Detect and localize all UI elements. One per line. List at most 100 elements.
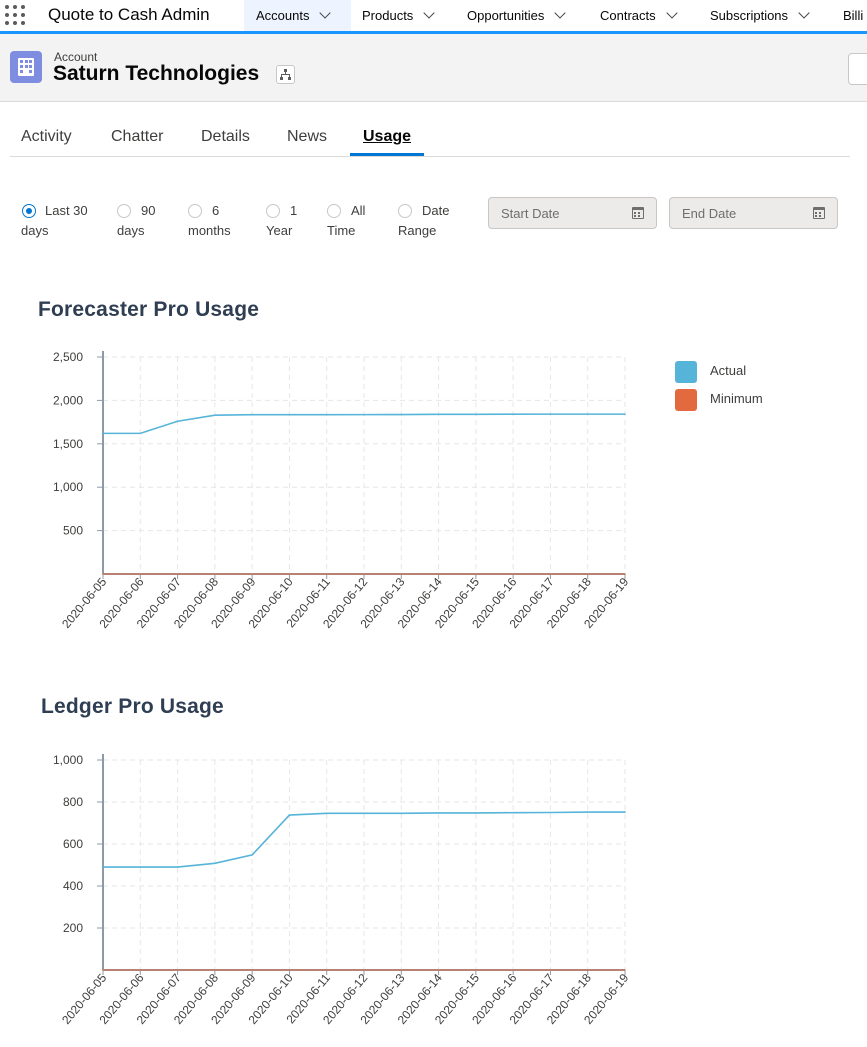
legend-label-actual: Actual <box>710 363 747 378</box>
data-point-actual <box>325 413 328 416</box>
legend-swatch-minimum <box>675 389 697 411</box>
nav-item-billing[interactable]: Billi <box>843 0 863 31</box>
radio-button[interactable] <box>22 204 36 218</box>
legend-label-minimum: Minimum <box>710 391 763 406</box>
data-point-actual <box>549 413 552 415</box>
tab-usage[interactable]: Usage <box>363 128 412 145</box>
radio-label: Date <box>422 203 450 218</box>
radio-90-days[interactable]: 90 days <box>117 201 172 243</box>
tab-details[interactable]: Details <box>201 128 250 145</box>
radio-button[interactable] <box>117 204 131 218</box>
nav-item-accounts[interactable]: Accounts <box>244 0 351 31</box>
data-point-actual <box>251 854 253 856</box>
data-point-actual <box>214 414 216 416</box>
end-date-placeholder: End Date <box>682 206 737 221</box>
y-tick-label: 200 <box>63 921 83 935</box>
y-tick-label: 1,500 <box>53 437 83 451</box>
ledger-pro-usage-chart: 1,0008006004002002020-06-052020-06-06202… <box>53 753 632 1027</box>
radio-label: days <box>117 223 145 238</box>
nav-item-label: Accounts <box>256 8 310 23</box>
account-icon <box>10 51 42 83</box>
radio-date-range[interactable]: Date Range <box>398 201 454 243</box>
nav-item-subscriptions[interactable]: Subscriptions <box>710 0 810 31</box>
end-date-input[interactable]: End Date <box>669 197 838 229</box>
radio-1-year[interactable]: 1 Year <box>266 201 311 243</box>
calendar-icon[interactable] <box>813 207 825 219</box>
radio-label: 90 <box>141 203 156 218</box>
data-point-actual <box>437 812 440 814</box>
data-point-actual <box>475 812 477 814</box>
radio-last-30-days[interactable]: Last 30 days <box>21 201 101 243</box>
data-point-actual <box>363 812 365 815</box>
nav-item-contracts[interactable]: Contracts <box>600 0 678 31</box>
data-point-actual <box>176 866 179 868</box>
chevron-down-icon[interactable] <box>665 7 678 19</box>
calendar-icon[interactable] <box>632 207 644 219</box>
radio-label: Last 30 <box>45 203 88 218</box>
data-point-actual <box>251 413 253 416</box>
app-name: Quote to Cash Admin <box>48 5 210 24</box>
data-point-actual <box>288 413 291 416</box>
radio-6-months[interactable]: 6 months <box>188 201 248 243</box>
y-tick-label: 1,000 <box>53 480 83 494</box>
radio-label: Year <box>266 223 293 238</box>
data-point-actual <box>288 814 291 816</box>
data-point-actual <box>400 812 403 815</box>
record-title: Saturn Technologies <box>53 62 260 85</box>
data-point-actual <box>586 413 589 415</box>
header-action-button[interactable] <box>848 53 867 85</box>
legend-swatch-actual <box>675 361 697 383</box>
radio-label: All <box>351 203 366 218</box>
radio-label: Time <box>327 223 356 238</box>
radio-label: Range <box>398 223 437 238</box>
app-launcher-icon[interactable] <box>5 5 27 27</box>
start-date-input[interactable]: Start Date <box>488 197 657 229</box>
data-point-actual <box>139 866 142 868</box>
data-point-actual <box>102 866 104 868</box>
y-tick-label: 600 <box>63 837 83 851</box>
data-point-actual <box>512 413 514 416</box>
tab-chatter[interactable]: Chatter <box>111 128 164 145</box>
data-point-actual <box>400 413 403 416</box>
chart-title-forecaster-pro: Forecaster Pro Usage <box>38 298 260 321</box>
y-tick-label: 400 <box>63 879 83 893</box>
tab-activity[interactable]: Activity <box>21 128 72 145</box>
radio-button[interactable] <box>188 204 202 218</box>
data-point-actual <box>586 811 589 813</box>
start-date-placeholder: Start Date <box>501 206 560 221</box>
y-tick-label: 2,500 <box>53 350 83 364</box>
chevron-down-icon[interactable] <box>798 7 810 19</box>
nav-item-label: Subscriptions <box>710 8 789 23</box>
global-nav-bar: Quote to Cash Admin Accounts Products Op… <box>0 0 867 34</box>
radio-label: months <box>188 223 231 238</box>
y-tick-label: 1,000 <box>53 753 83 767</box>
data-point-actual <box>139 432 142 435</box>
radio-button[interactable] <box>398 204 412 218</box>
y-tick-label: 800 <box>63 795 83 809</box>
radio-button[interactable] <box>266 204 280 218</box>
chevron-down-icon[interactable] <box>319 7 332 19</box>
record-header: Account Saturn Technologies <box>0 34 867 102</box>
nav-item-opportunities[interactable]: Opportunities <box>467 0 566 31</box>
nav-item-label: Opportunities <box>467 8 545 23</box>
view-hierarchy-button[interactable] <box>276 65 295 84</box>
chart-title-ledger-pro: Ledger Pro Usage <box>41 695 224 718</box>
forecaster-pro-usage-chart: 2,5002,0001,5001,0005002020-06-052020-06… <box>53 350 632 631</box>
y-tick-label: 500 <box>63 524 83 538</box>
radio-all-time[interactable]: All Time <box>327 201 377 243</box>
data-point-actual <box>325 812 328 815</box>
radio-button[interactable] <box>327 204 341 218</box>
chevron-down-icon[interactable] <box>423 7 435 19</box>
radio-label: 6 <box>212 203 220 218</box>
series-line-actual <box>103 811 625 868</box>
chevron-down-icon[interactable] <box>554 7 566 19</box>
hierarchy-icon <box>280 69 291 80</box>
nav-item-products[interactable]: Products <box>362 0 435 31</box>
data-point-actual <box>475 413 477 416</box>
nav-item-label: Contracts <box>600 8 656 23</box>
tab-news[interactable]: News <box>287 128 328 145</box>
data-point-actual <box>512 811 514 814</box>
nav-item-label: Billi <box>843 8 864 23</box>
data-point-actual <box>102 432 104 435</box>
y-tick-label: 2,000 <box>53 393 83 407</box>
